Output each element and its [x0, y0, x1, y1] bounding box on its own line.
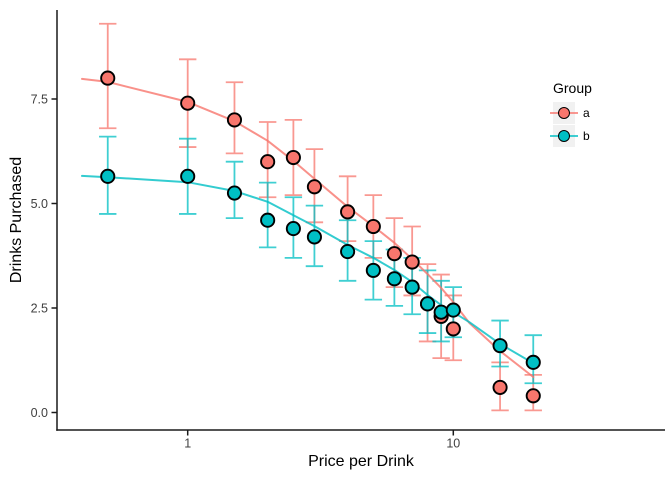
legend-entry-label: a — [583, 105, 590, 120]
legend-key — [550, 101, 578, 124]
data-point — [260, 212, 276, 228]
data-point — [180, 168, 196, 184]
legend-entry-a: a — [550, 101, 592, 124]
data-point — [365, 262, 381, 278]
data-point — [525, 388, 541, 404]
legend-key — [550, 124, 578, 147]
x-tick-label: 1 — [184, 437, 191, 451]
data-point — [386, 246, 402, 262]
y-axis-title: Drinks Purchased — [8, 156, 25, 284]
data-point — [306, 229, 322, 245]
legend-title: Group — [553, 80, 592, 96]
data-point — [404, 279, 420, 295]
x-axis-title: Price per Drink — [308, 453, 414, 470]
data-point — [445, 302, 461, 318]
y-tick-label: 2.5 — [31, 301, 48, 315]
data-point — [386, 271, 402, 287]
legend-entry-b: b — [550, 124, 592, 147]
y-tick-label: 0.0 — [31, 406, 48, 420]
legend-key-dot — [558, 129, 570, 142]
data-point — [260, 154, 276, 170]
data-point — [365, 218, 381, 235]
data-point — [404, 254, 420, 270]
y-tick-label: 7.5 — [31, 92, 48, 106]
data-point — [445, 321, 461, 337]
y-tick-label: 5.0 — [31, 197, 48, 211]
legend-entry-label: b — [583, 128, 590, 143]
data-point — [306, 179, 322, 195]
legend-key-dot — [558, 106, 570, 119]
data-point — [492, 379, 508, 395]
points-a — [100, 70, 541, 404]
errorbars-b — [99, 135, 542, 385]
data-point — [285, 149, 301, 166]
data-point — [100, 168, 116, 184]
data-point — [226, 185, 243, 201]
smooth-line-b — [81, 174, 535, 365]
data-point — [340, 244, 356, 260]
points-b — [100, 168, 541, 370]
data-point — [285, 221, 301, 237]
data-point — [340, 204, 356, 220]
x-tick-label: 10 — [446, 437, 460, 451]
data-point — [433, 304, 449, 320]
data-point — [226, 112, 243, 128]
data-point — [180, 95, 196, 111]
smooth-line-a — [81, 77, 535, 378]
errorbars-a — [99, 22, 542, 412]
data-point — [492, 338, 508, 354]
data-point — [525, 354, 541, 370]
data-point — [420, 296, 436, 312]
data-point — [100, 70, 116, 86]
